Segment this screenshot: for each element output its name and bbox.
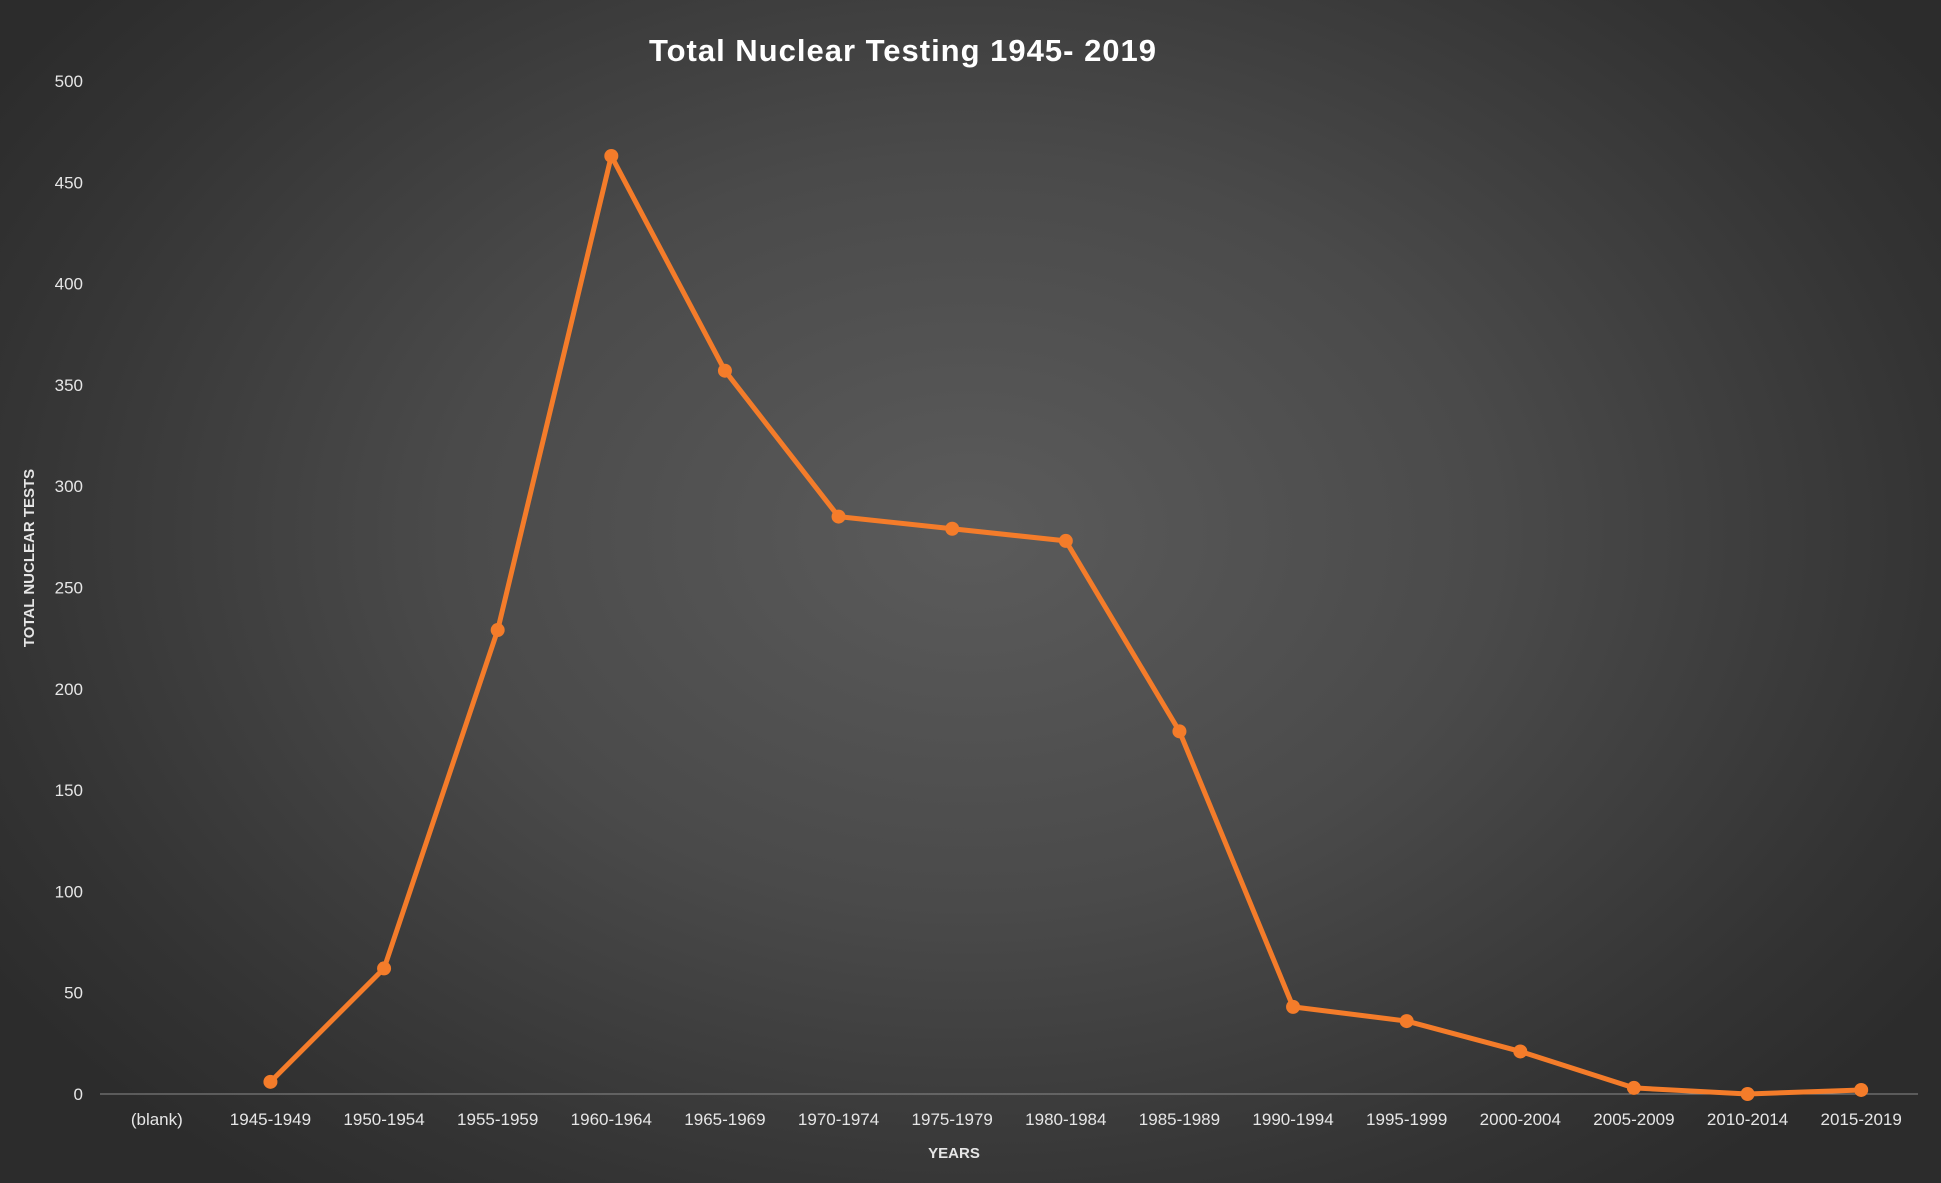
x-tick-label: 1950-1954 [343, 1110, 424, 1129]
x-tick-label: 1970-1974 [798, 1110, 879, 1129]
y-tick-label: 0 [74, 1085, 83, 1104]
x-axis-label: YEARS [928, 1145, 980, 1162]
data-point [1286, 999, 1301, 1014]
y-tick-label: 300 [55, 477, 83, 496]
data-point [377, 961, 392, 976]
x-tick-label: 2015-2019 [1821, 1110, 1902, 1129]
chart-title: Total Nuclear Testing 1945- 2019 [649, 33, 1157, 68]
x-tick-label: 1985-1989 [1139, 1110, 1220, 1129]
data-point [1399, 1014, 1414, 1029]
data-point [1626, 1080, 1641, 1095]
y-tick-label: 100 [55, 882, 83, 901]
x-tick-label: 1990-1994 [1252, 1110, 1333, 1129]
x-tick-label: 1960-1964 [571, 1110, 652, 1129]
x-tick-label: 1980-1984 [1025, 1110, 1106, 1129]
y-tick-label: 200 [55, 680, 83, 699]
y-tick-label: 500 [55, 72, 83, 91]
y-tick-label: 350 [55, 376, 83, 395]
x-tick-label: (blank) [131, 1110, 183, 1129]
data-point [263, 1074, 278, 1089]
y-tick-label: 400 [55, 275, 83, 294]
x-tick-label: 1975-1979 [912, 1110, 993, 1129]
x-tick-label: 2010-2014 [1707, 1110, 1788, 1129]
data-point [717, 363, 732, 378]
x-tick-label: 1945-1949 [230, 1110, 311, 1129]
y-tick-label: 450 [55, 173, 83, 192]
y-tick-label: 50 [64, 984, 83, 1003]
data-point [1513, 1044, 1528, 1059]
data-point [1740, 1087, 1755, 1101]
x-axis-ticks: (blank) 1945-1949 1950-1954 1955-1959 1960-1… [131, 1110, 1902, 1129]
data-point [1058, 533, 1073, 548]
data-point [604, 148, 619, 163]
y-axis-ticks: 0 50 100 150 200 250 300 350 400 450 500 [55, 72, 83, 1104]
data-point [831, 509, 846, 524]
data-point [1854, 1082, 1869, 1097]
y-axis-label: TOTAL NUCLEAR TESTS [21, 469, 38, 647]
x-tick-label: 2005-2009 [1593, 1110, 1674, 1129]
y-tick-label: 150 [55, 781, 83, 800]
x-tick-label: 1995-1999 [1366, 1110, 1447, 1129]
y-tick-label: 250 [55, 579, 83, 598]
series-line [267, 153, 1864, 1097]
data-points [263, 148, 1869, 1101]
data-point [490, 623, 505, 638]
x-tick-label: 1955-1959 [457, 1110, 538, 1129]
x-tick-label: 2000-2004 [1480, 1110, 1561, 1129]
data-point [1172, 724, 1187, 739]
x-tick-label: 1965-1969 [684, 1110, 765, 1129]
data-point [945, 521, 960, 536]
